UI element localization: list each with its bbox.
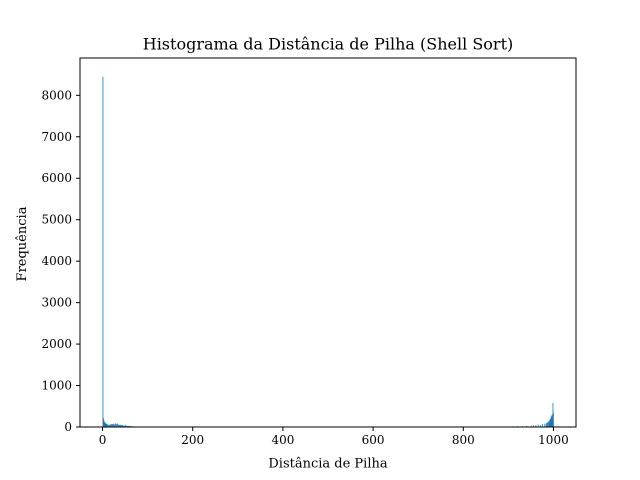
histogram-bar [521, 425, 523, 427]
y-tick-label: 3000 [41, 296, 72, 310]
histogram-bar [530, 425, 532, 427]
y-tick-label: 4000 [41, 254, 72, 268]
histogram-bar [124, 425, 125, 427]
y-tick-label: 7000 [41, 130, 72, 144]
histogram-bar [547, 422, 549, 427]
histogram-bar [105, 423, 107, 427]
histogram-bar [122, 424, 124, 427]
histogram-bar [546, 422, 548, 427]
histogram-bar [549, 418, 551, 427]
histogram-bar [526, 425, 528, 427]
y-tick-label: 0 [64, 420, 72, 434]
y-tick-label: 1000 [41, 379, 72, 393]
histogram-bar [102, 76, 104, 427]
histogram-bar [551, 417, 552, 427]
histogram-bar [115, 423, 116, 427]
histogram-bar [549, 419, 551, 427]
histogram-bar [105, 423, 107, 427]
histogram-bar [109, 424, 111, 427]
histogram-bar [108, 424, 110, 427]
histogram-bar [544, 423, 546, 427]
histogram-bar [125, 425, 127, 427]
histogram-bar [125, 425, 126, 427]
histogram-bar [552, 418, 553, 427]
histogram-bar [550, 416, 552, 427]
y-tick-label: 8000 [41, 88, 72, 102]
histogram-bar [113, 423, 115, 427]
histogram-bar [107, 424, 108, 427]
y-tick-label: 5000 [41, 213, 72, 227]
x-tick-label: 600 [362, 433, 385, 447]
histogram-bar [116, 424, 117, 427]
histogram-bar [550, 419, 552, 427]
histogram-bar [129, 425, 131, 427]
y-tick-label: 6000 [41, 171, 72, 185]
histogram-bar [106, 423, 107, 427]
histogram-bar [117, 424, 119, 427]
histogram-bar [112, 423, 114, 427]
histogram-bar [545, 423, 547, 427]
histogram-bar [119, 424, 121, 427]
histogram-bar [128, 425, 130, 427]
histogram-bar [116, 423, 118, 427]
histogram-bar [123, 425, 125, 427]
x-axis-ticks: 0 200 400 600 800 1000 [99, 427, 569, 447]
histogram-bar [114, 424, 116, 427]
x-tick-label: 1000 [538, 433, 569, 447]
histogram-bar [121, 425, 123, 427]
y-axis-label: Frequência [15, 206, 30, 281]
x-tick-label: 200 [181, 433, 204, 447]
plot-area-frame [79, 57, 577, 428]
histogram-bar [104, 422, 106, 427]
histogram-bar [537, 424, 539, 427]
histogram-bar [103, 421, 105, 427]
histogram-bar [553, 412, 554, 427]
histogram-bar [104, 422, 106, 427]
histogram-bar [111, 424, 113, 427]
histogram-bars [102, 76, 554, 427]
histogram-bar [103, 417, 104, 427]
histogram-bar [548, 420, 550, 427]
histogram-bar [542, 424, 543, 427]
y-axis-ticks: 0 1000 2000 3000 4000 5000 6000 7000 8000 [41, 88, 80, 434]
histogram-bar [126, 425, 128, 427]
x-tick-label: 400 [271, 433, 294, 447]
histogram-bar [533, 425, 534, 427]
histogram-bar [107, 424, 109, 427]
histogram-bar [539, 424, 541, 427]
x-tick-label: 0 [99, 433, 107, 447]
histogram-bar [106, 424, 108, 427]
histogram-bar [120, 425, 122, 427]
histogram-bar [118, 424, 120, 427]
histogram-bar [551, 414, 553, 427]
histogram-bar [535, 425, 537, 427]
histogram-bar [110, 424, 112, 427]
histogram-bar [552, 402, 554, 427]
histogram-bar [103, 420, 105, 427]
histogram-bar [548, 421, 550, 427]
y-tick-label: 2000 [41, 337, 72, 351]
x-axis-label: Distância de Pilha [268, 457, 388, 472]
x-tick-label: 800 [452, 433, 475, 447]
chart-title: Histograma da Distância de Pilha (Shell … [143, 35, 514, 54]
